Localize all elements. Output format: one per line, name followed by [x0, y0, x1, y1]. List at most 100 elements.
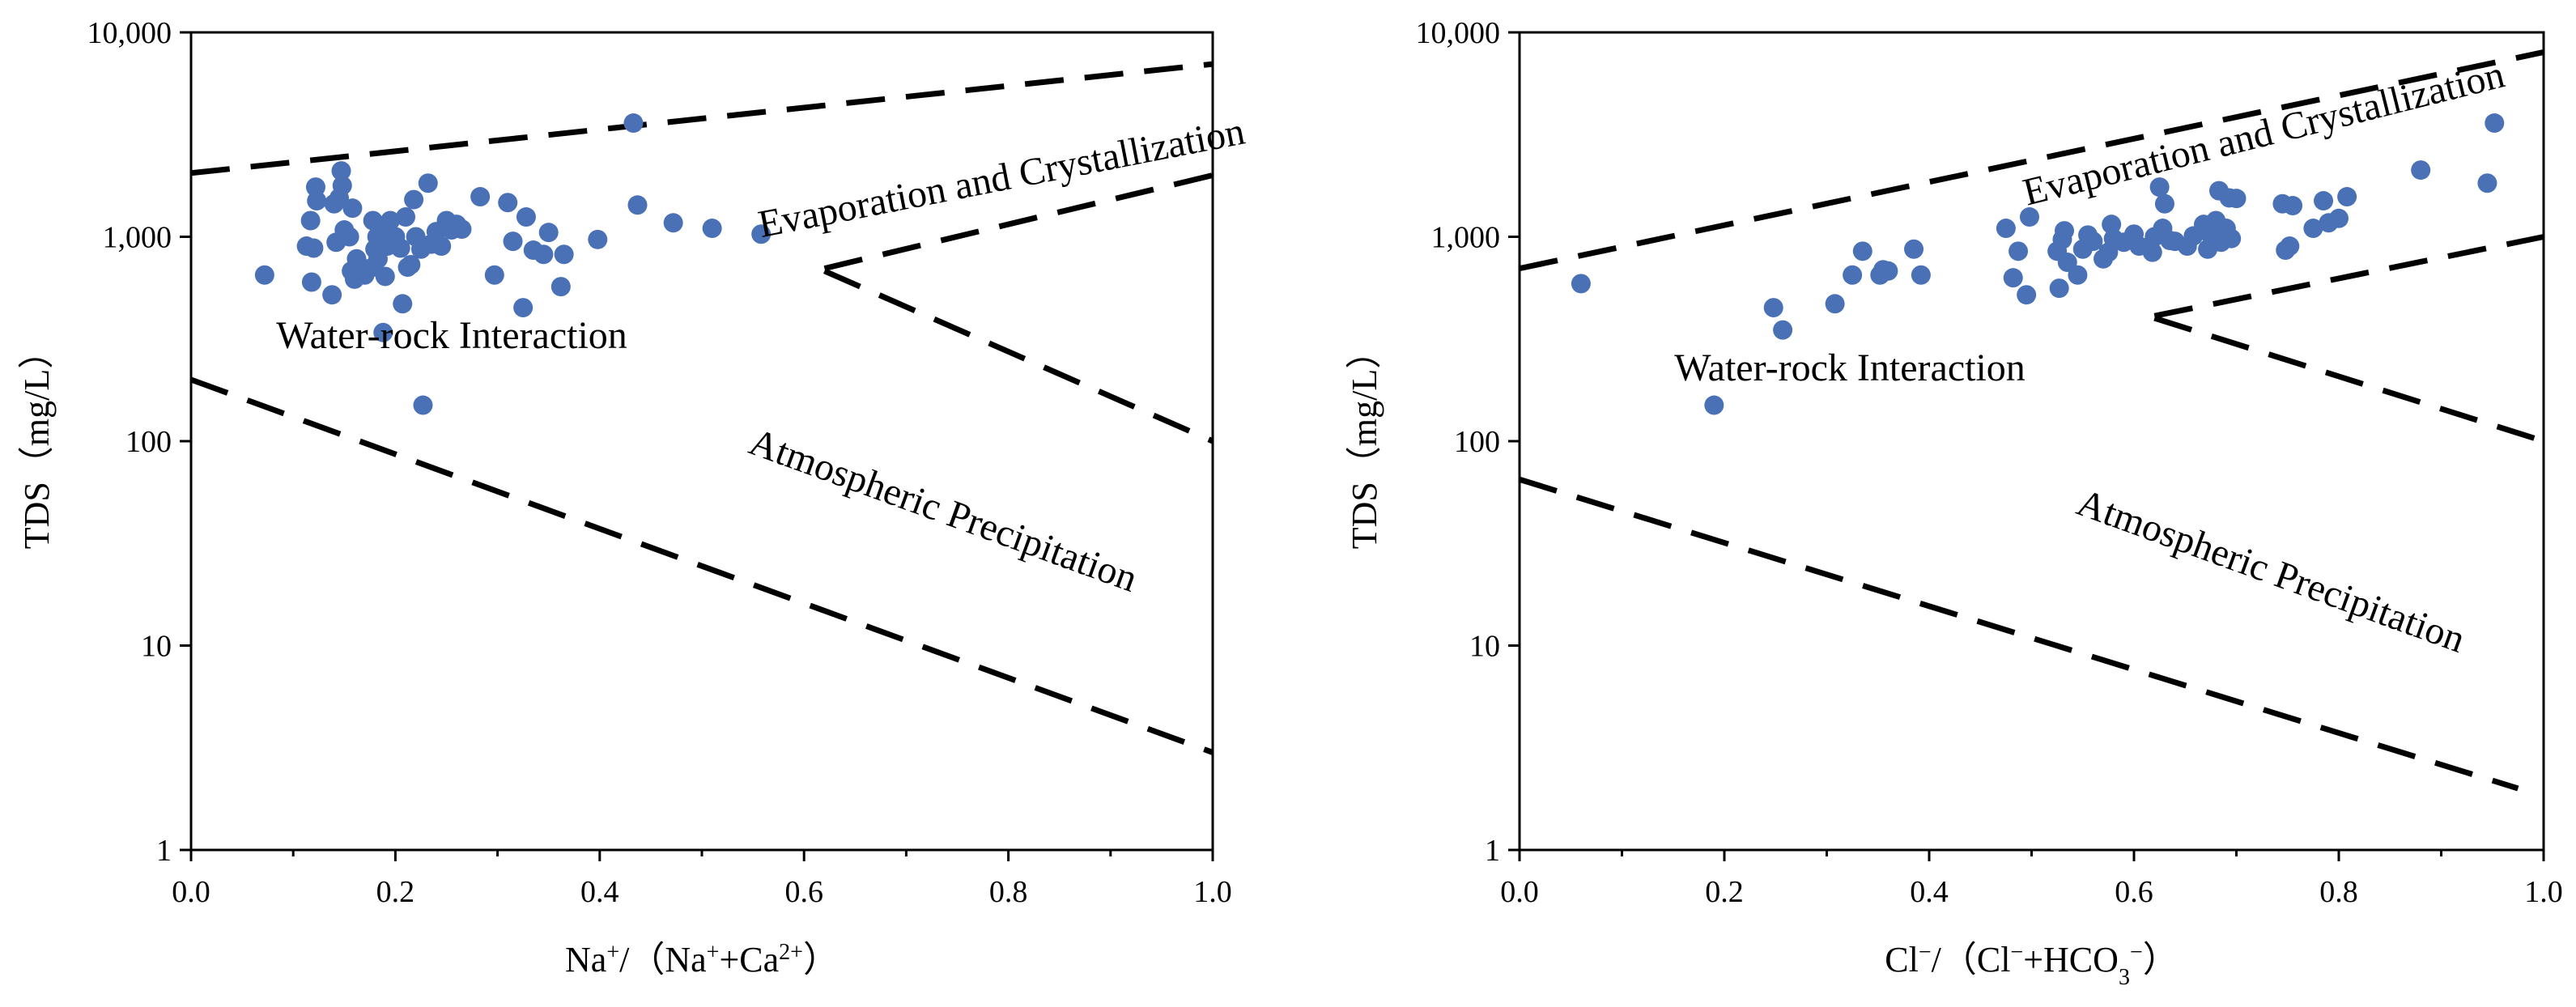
region-label: Evaporation and Crystallization [2019, 53, 2509, 214]
y-axis-label: TDS（mg/L） [17, 334, 57, 549]
data-point [623, 113, 644, 134]
x-tick-label: 0.0 [172, 875, 210, 909]
y-tick-label: 10,000 [87, 16, 172, 50]
data-point [2102, 215, 2122, 235]
data-point [452, 219, 472, 240]
boundary-line-3 [2153, 315, 2545, 444]
data-point [2303, 219, 2323, 239]
data-point [307, 191, 327, 211]
data-point [375, 266, 395, 287]
region-label: Atmospheric Precipitation [744, 420, 1143, 601]
data-point [2068, 265, 2088, 285]
y-tick-label: 10,000 [1416, 16, 1501, 50]
data-point [342, 198, 363, 219]
data-point [2003, 268, 2023, 288]
y-tick-label: 1,000 [103, 221, 172, 255]
data-point [1571, 274, 1591, 294]
data-point [2280, 236, 2300, 257]
boundary-line-3 [823, 268, 1214, 444]
y-tick-label: 100 [1454, 425, 1500, 459]
x-tick-label: 0.8 [2319, 875, 2358, 909]
data-point [2019, 207, 2039, 227]
data-point [503, 232, 523, 252]
data-point [1852, 241, 1872, 261]
data-point [2411, 160, 2431, 181]
data-point [301, 272, 321, 292]
data-point [2337, 187, 2357, 207]
boundary-line-2 [823, 172, 1214, 272]
x-tick-label: 0.4 [580, 875, 619, 909]
x-tick-label: 0.6 [2115, 875, 2153, 909]
data-point [588, 229, 608, 249]
y-tick-label: 10 [1469, 630, 1500, 664]
data-point [1763, 298, 1783, 318]
y-tick-label: 1,000 [1431, 221, 1501, 255]
x-tick-label: 0.2 [376, 875, 415, 909]
data-point [1773, 320, 1793, 340]
data-point [1704, 395, 1724, 415]
data-point [380, 210, 401, 231]
data-point [2329, 208, 2349, 228]
data-point [300, 210, 321, 231]
data-point [2083, 232, 2103, 252]
y-axis-label: TDS（mg/L） [1345, 334, 1384, 549]
data-point [702, 219, 722, 239]
data-point [322, 285, 342, 305]
data-point [498, 193, 518, 213]
plot-frame [1518, 31, 2545, 852]
data-point [751, 224, 772, 244]
data-point [550, 277, 571, 297]
data-point [1904, 239, 1924, 259]
data-point [390, 238, 410, 258]
data-point [2226, 189, 2247, 209]
data-point [470, 187, 491, 207]
x-tick-label: 0.2 [1705, 875, 1744, 909]
data-point [2009, 241, 2029, 261]
data-point [2054, 221, 2074, 241]
y-tick-label: 1 [1485, 834, 1500, 868]
data-point [1878, 261, 1898, 281]
data-point [331, 161, 351, 181]
data-point [431, 236, 452, 257]
x-tick-label: 0.0 [1500, 875, 1539, 909]
boundary-line-1 [1519, 49, 2544, 272]
data-point [1911, 265, 1931, 285]
data-point [2485, 113, 2505, 134]
data-point [418, 173, 438, 193]
data-point [2283, 196, 2303, 216]
data-point [396, 207, 416, 227]
x-axis-label: Na+/（Na++Ca2+） [565, 940, 839, 980]
y-tick-label: 10 [141, 630, 172, 664]
data-point [513, 298, 533, 318]
data-point [484, 265, 504, 285]
data-point [2314, 191, 2334, 211]
x-tick-label: 1.0 [1193, 875, 1232, 909]
data-point [339, 227, 359, 247]
data-point [1825, 294, 1845, 314]
data-point [254, 265, 274, 285]
data-point [304, 238, 324, 258]
data-point [2221, 228, 2242, 249]
data-point [2477, 173, 2497, 193]
data-point [533, 244, 554, 265]
boundary-line-1 [190, 61, 1214, 176]
boundary-line-4 [1518, 476, 2519, 792]
data-point [663, 213, 683, 233]
data-point [1843, 265, 1863, 285]
data-point [516, 207, 536, 227]
data-point [401, 255, 421, 275]
region-label: Water-rock Interaction [276, 314, 627, 357]
data-point [404, 189, 424, 210]
region-label: Water-rock Interaction [1674, 346, 2026, 389]
data-point [1996, 219, 2016, 239]
data-point [2149, 177, 2170, 198]
x-axis-label: Cl−/（Cl−+HCO3−） [1885, 940, 2178, 990]
x-tick-label: 0.4 [1910, 875, 1949, 909]
data-point [393, 294, 413, 314]
data-point [538, 223, 559, 243]
x-tick-label: 1.0 [2524, 875, 2563, 909]
boundary-line-2 [2153, 234, 2544, 319]
region-label: Atmospheric Precipitation [2072, 481, 2471, 661]
data-point [2017, 285, 2037, 305]
y-tick-label: 1 [156, 834, 172, 868]
